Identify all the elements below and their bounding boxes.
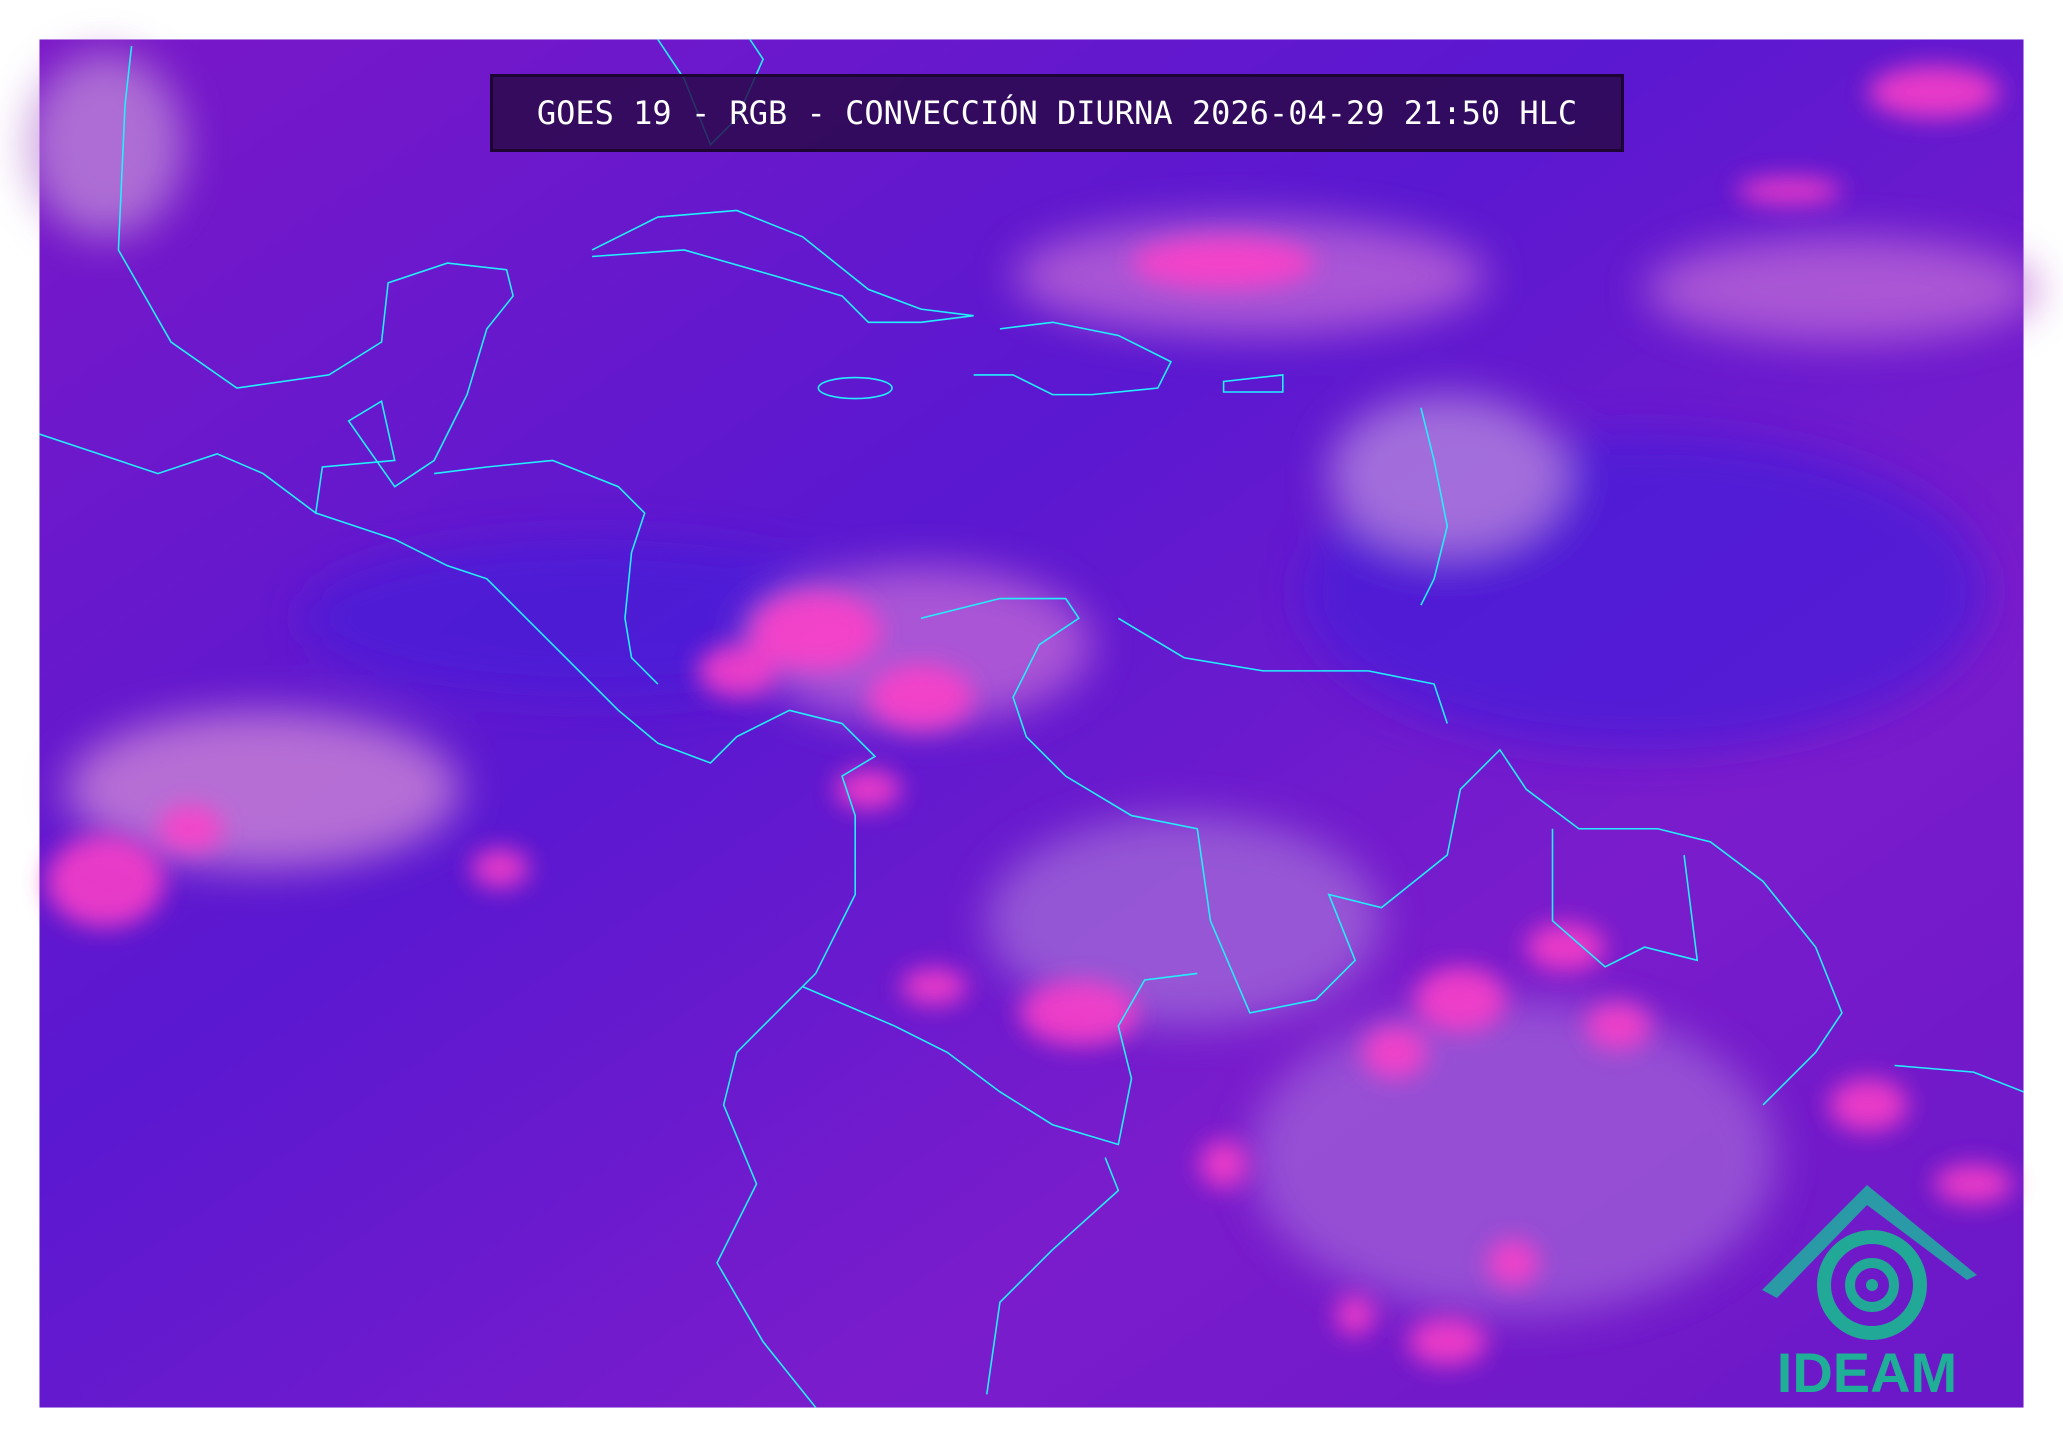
coastlines	[39, 39, 2024, 1409]
ideam-logo: IDEAM	[1757, 1180, 1977, 1404]
cloud-layer	[26, 52, 2040, 1316]
title-banner: GOES 19 - RGB - CONVECCIÓN DIURNA 2026-0…	[490, 74, 1624, 152]
logo-text: IDEAM	[1776, 1341, 1958, 1404]
ideam-logo-icon	[1762, 1185, 1977, 1340]
convective-clouds	[46, 65, 2014, 1366]
image-title: GOES 19 - RGB - CONVECCIÓN DIURNA 2026-0…	[536, 94, 1578, 132]
